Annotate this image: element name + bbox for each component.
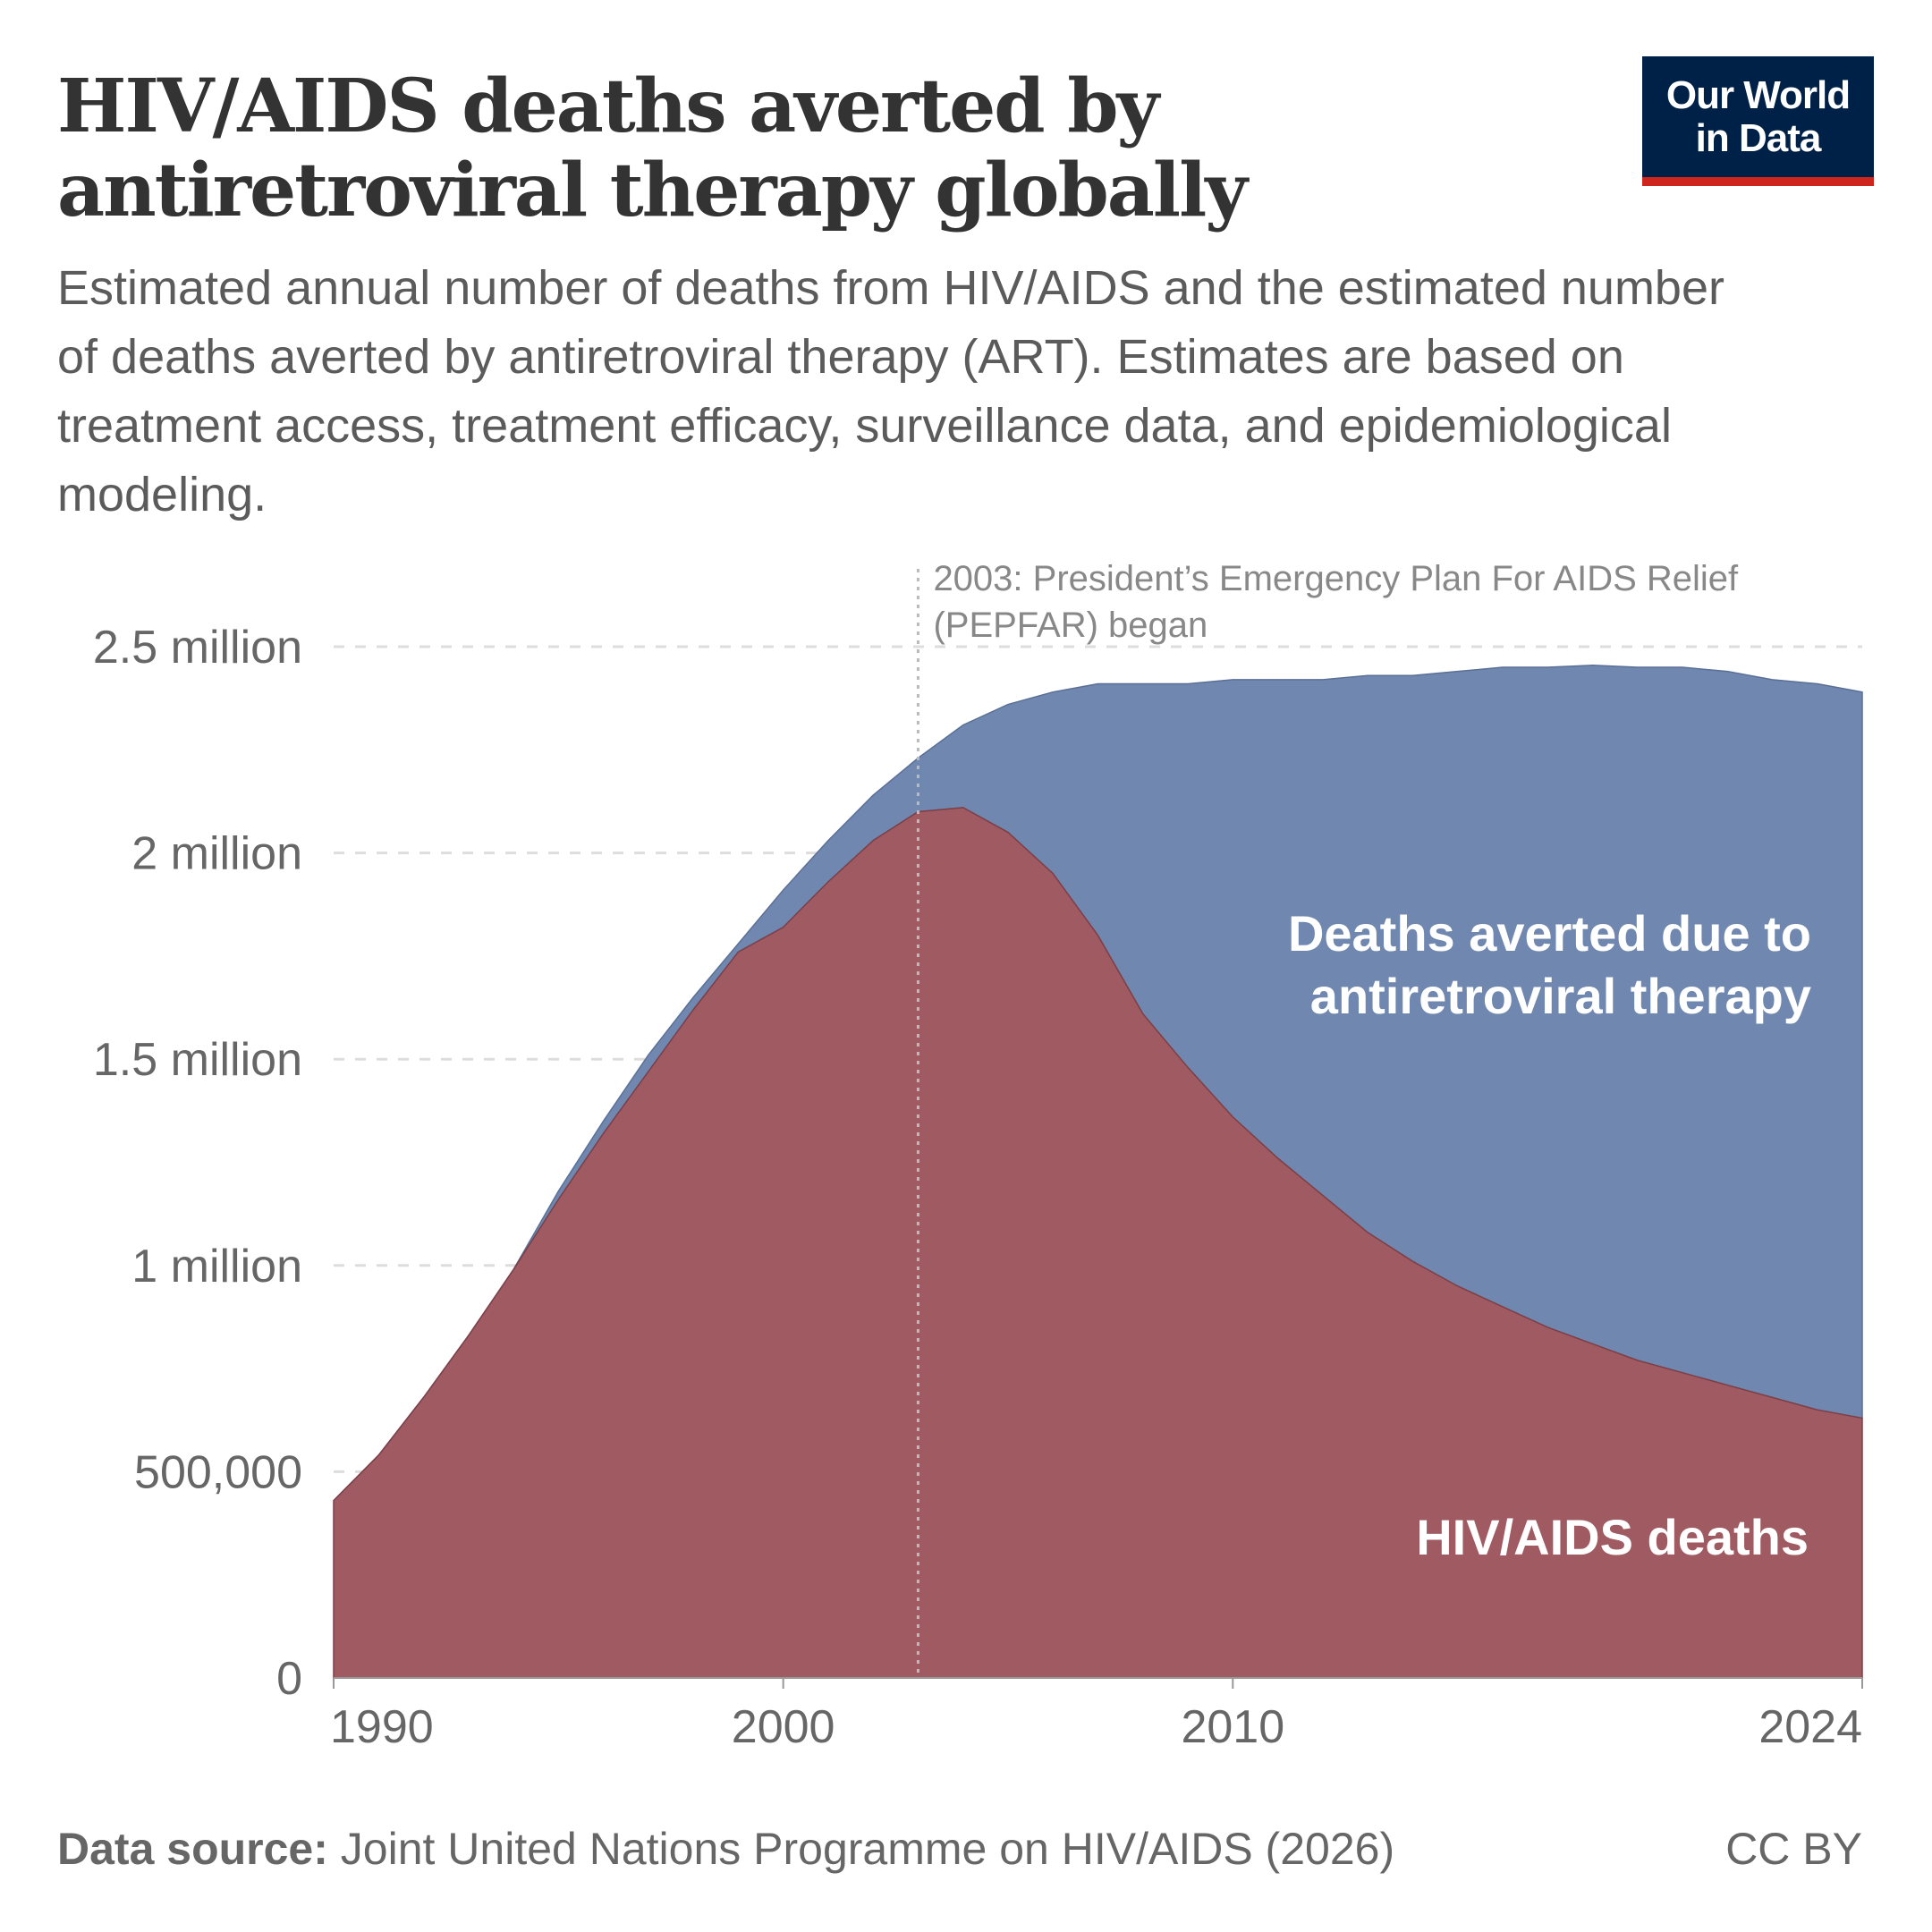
x-tick-label: 1990 [330, 1701, 434, 1753]
data-source-label: Data source: [57, 1824, 328, 1874]
y-tick-label: 1.5 million [93, 1034, 302, 1086]
y-tick-label: 500,000 [134, 1446, 302, 1498]
owid-logo[interactable]: Our World in Data [1642, 56, 1874, 186]
y-tick-label: 2 million [131, 828, 302, 880]
data-source-text: Joint United Nations Programme on HIV/AI… [340, 1824, 1395, 1874]
y-tick-label: 1 million [131, 1241, 302, 1292]
x-tick-label: 2010 [1181, 1701, 1284, 1753]
y-tick-label: 2.5 million [93, 622, 302, 674]
chart-subtitle: Estimated annual number of deaths from H… [57, 261, 1724, 521]
logo-line-1: Our World [1665, 73, 1851, 117]
y-tick-label: 0 [276, 1653, 302, 1705]
x-tick-label: 2024 [1758, 1701, 1862, 1753]
data-source: Data source: Joint United Nations Progra… [57, 1823, 1394, 1875]
pepfar-annotation-line-1: 2003: President’s Emergency Plan For AID… [933, 559, 1739, 598]
license-link[interactable]: CC BY [1725, 1824, 1862, 1874]
series-label-deaths: HIV/AIDS deaths [1416, 1509, 1809, 1565]
series-label-averted-line-1: Deaths averted due to [1288, 905, 1811, 962]
area-hiv-deaths [333, 807, 1863, 1679]
chart-title: HIV/AIDS deaths averted by antiretrovira… [57, 64, 1248, 233]
series-label-averted-line-2: antiretroviral therapy [1310, 968, 1811, 1024]
logo-line-2: in Data [1695, 116, 1822, 160]
pepfar-annotation-line-2: (PEPFAR) began [933, 606, 1208, 645]
x-tick-label: 2000 [732, 1701, 835, 1753]
